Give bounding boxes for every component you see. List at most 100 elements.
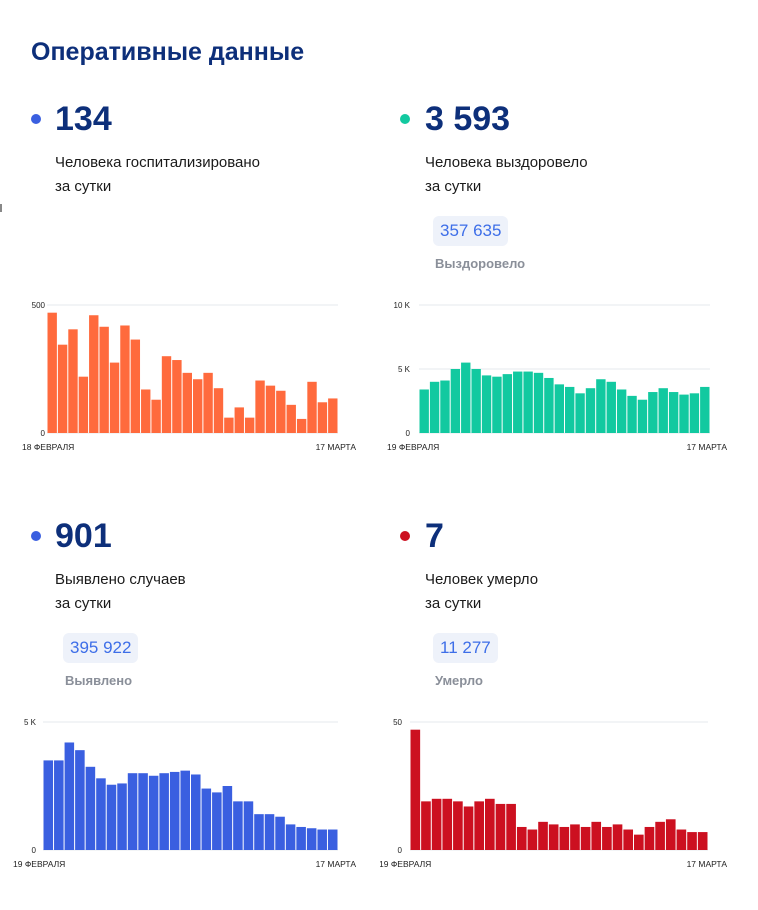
bar[interactable] bbox=[233, 801, 243, 850]
bar[interactable] bbox=[668, 392, 679, 433]
bar[interactable] bbox=[127, 773, 138, 850]
bar[interactable] bbox=[689, 393, 700, 433]
bar[interactable] bbox=[419, 389, 429, 433]
bar[interactable] bbox=[616, 389, 627, 433]
bar[interactable] bbox=[637, 399, 648, 433]
bar[interactable] bbox=[54, 760, 64, 850]
bar[interactable] bbox=[481, 375, 492, 433]
bar[interactable] bbox=[180, 770, 190, 850]
bar[interactable] bbox=[296, 418, 307, 433]
bar[interactable] bbox=[201, 788, 212, 850]
bar[interactable] bbox=[265, 385, 276, 433]
bar[interactable] bbox=[99, 326, 109, 433]
bar[interactable] bbox=[317, 829, 327, 850]
bar[interactable] bbox=[307, 381, 317, 433]
bar[interactable] bbox=[264, 814, 275, 850]
bar[interactable] bbox=[461, 362, 471, 433]
bar[interactable] bbox=[687, 832, 697, 850]
bar[interactable] bbox=[627, 395, 637, 433]
bar[interactable] bbox=[191, 774, 201, 850]
bar[interactable] bbox=[658, 388, 668, 433]
bar[interactable] bbox=[554, 384, 564, 433]
bar[interactable] bbox=[665, 819, 676, 850]
bar[interactable] bbox=[106, 784, 117, 850]
bar[interactable] bbox=[141, 389, 151, 433]
bar[interactable] bbox=[533, 372, 544, 433]
bar[interactable] bbox=[565, 386, 575, 433]
bar[interactable] bbox=[463, 806, 474, 850]
bar[interactable] bbox=[450, 369, 461, 433]
bar[interactable] bbox=[68, 329, 78, 433]
bar[interactable] bbox=[570, 824, 580, 850]
bar[interactable] bbox=[495, 803, 506, 850]
bar[interactable] bbox=[559, 826, 570, 850]
bar[interactable] bbox=[580, 826, 591, 850]
bar[interactable] bbox=[159, 773, 169, 850]
bar[interactable] bbox=[612, 824, 623, 850]
bar[interactable] bbox=[120, 325, 130, 433]
bar[interactable] bbox=[224, 417, 234, 433]
bar[interactable] bbox=[644, 826, 655, 850]
bar[interactable] bbox=[234, 407, 244, 433]
bar[interactable] bbox=[429, 381, 440, 433]
bar[interactable] bbox=[485, 798, 495, 850]
bar[interactable] bbox=[161, 356, 172, 433]
bar[interactable] bbox=[548, 824, 559, 850]
bar[interactable] bbox=[591, 821, 602, 850]
bar[interactable] bbox=[117, 783, 127, 850]
bar[interactable] bbox=[203, 372, 213, 433]
bar[interactable] bbox=[138, 773, 148, 850]
bar[interactable] bbox=[78, 376, 89, 433]
bar[interactable] bbox=[43, 760, 54, 850]
bar[interactable] bbox=[148, 775, 159, 850]
bar[interactable] bbox=[492, 376, 502, 433]
bar[interactable] bbox=[327, 829, 338, 850]
bar[interactable] bbox=[286, 404, 296, 433]
bar[interactable] bbox=[471, 369, 481, 433]
bar[interactable] bbox=[544, 377, 554, 433]
bar[interactable] bbox=[169, 771, 180, 850]
bar[interactable] bbox=[516, 826, 527, 850]
bar[interactable] bbox=[130, 339, 141, 433]
bar[interactable] bbox=[276, 390, 286, 433]
bar[interactable] bbox=[296, 826, 306, 850]
bar[interactable] bbox=[585, 388, 596, 433]
bar[interactable] bbox=[85, 766, 96, 850]
bar[interactable] bbox=[527, 829, 538, 850]
bar[interactable] bbox=[676, 829, 687, 850]
bar[interactable] bbox=[506, 803, 516, 850]
bar[interactable] bbox=[89, 315, 99, 433]
bar[interactable] bbox=[151, 399, 161, 433]
bar[interactable] bbox=[431, 798, 442, 850]
bar[interactable] bbox=[623, 829, 633, 850]
bar[interactable] bbox=[109, 362, 120, 433]
bar[interactable] bbox=[285, 824, 296, 850]
bar[interactable] bbox=[697, 832, 708, 850]
bar[interactable] bbox=[442, 798, 453, 850]
bar[interactable] bbox=[57, 344, 68, 433]
bar[interactable] bbox=[213, 388, 224, 433]
bar[interactable] bbox=[523, 371, 533, 433]
bar[interactable] bbox=[421, 801, 431, 850]
bar[interactable] bbox=[193, 379, 203, 433]
bar[interactable] bbox=[575, 393, 585, 433]
bar[interactable] bbox=[64, 742, 75, 850]
bar[interactable] bbox=[222, 786, 233, 850]
bar[interactable] bbox=[474, 801, 484, 850]
bar[interactable] bbox=[602, 826, 612, 850]
bar[interactable] bbox=[75, 750, 85, 850]
bar[interactable] bbox=[700, 386, 710, 433]
bar[interactable] bbox=[243, 801, 254, 850]
bar[interactable] bbox=[254, 814, 264, 850]
bar[interactable] bbox=[244, 417, 255, 433]
bar[interactable] bbox=[172, 360, 182, 433]
bar[interactable] bbox=[634, 834, 644, 850]
bar[interactable] bbox=[648, 392, 658, 433]
bar[interactable] bbox=[513, 371, 523, 433]
bar[interactable] bbox=[453, 801, 463, 850]
bar[interactable] bbox=[440, 380, 450, 433]
bar[interactable] bbox=[317, 402, 328, 433]
bar[interactable] bbox=[96, 778, 106, 850]
bar[interactable] bbox=[410, 729, 421, 850]
bar[interactable] bbox=[538, 821, 548, 850]
